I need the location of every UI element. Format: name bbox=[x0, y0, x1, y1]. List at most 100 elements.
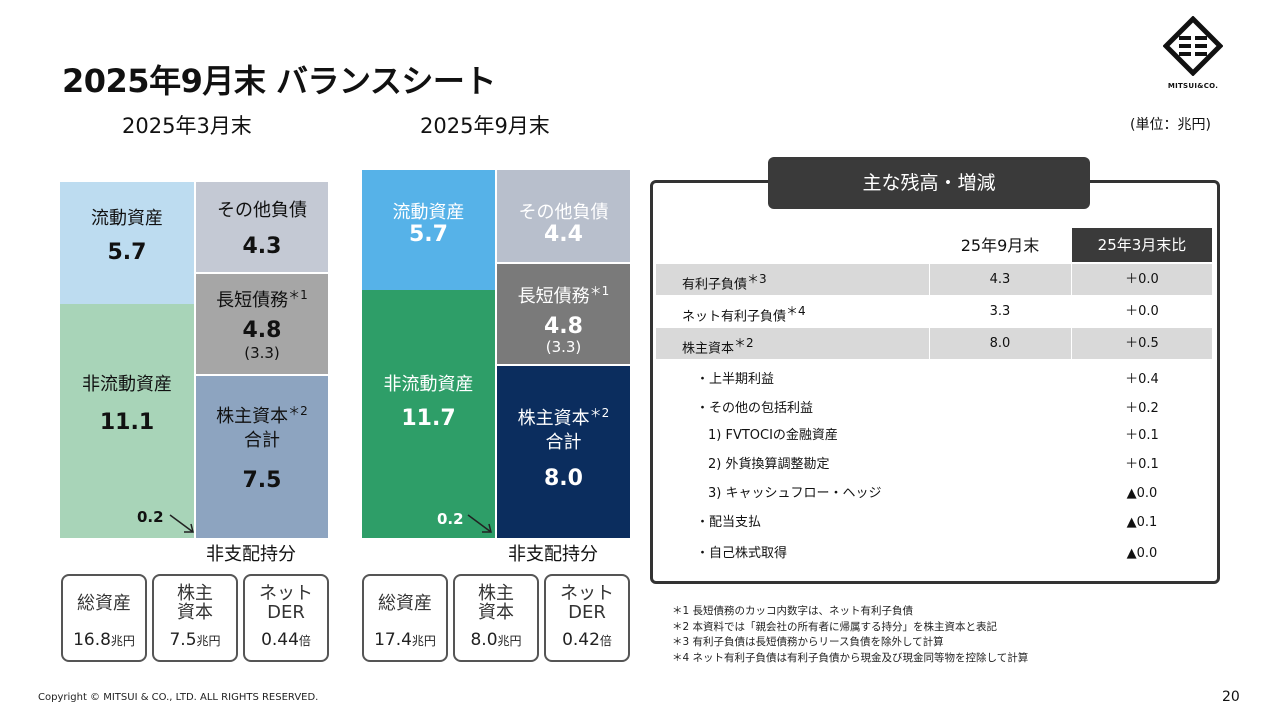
logo-text: MITSUI&CO. bbox=[1167, 82, 1219, 90]
mitsui-logo-icon bbox=[1162, 15, 1224, 77]
balances-panel-title: 主な残高・増減 bbox=[768, 157, 1090, 209]
sep-debt-net-value: (3.3) bbox=[545, 338, 582, 356]
mar-current-assets-block: 流動資産 5.7 bbox=[60, 182, 194, 304]
mar-equity-block: 株主資本＊2 合計 7.5 bbox=[196, 376, 328, 538]
kpi-value: 7.5兆円 bbox=[169, 630, 221, 650]
col-header-change: 25年3月末比 bbox=[1072, 228, 1212, 262]
kpi-value: 16.8兆円 bbox=[73, 630, 135, 650]
mar-nci-arrow-icon bbox=[169, 514, 194, 533]
subrow-label: ・配当支払 bbox=[696, 515, 762, 530]
kpi-value: 0.44倍 bbox=[261, 630, 311, 650]
footnote: ＊2 本資料では「親会社の所有者に帰属する持分」を株主資本と表記 bbox=[672, 620, 998, 633]
col-header-sep: 25年9月末 bbox=[960, 236, 1040, 255]
sep-nci-value: 0.2 bbox=[437, 510, 464, 528]
row-label: ネット有利子負債＊4 bbox=[682, 304, 806, 325]
table-subrow: ・自己株式取得 ▲0.0 bbox=[656, 541, 1212, 567]
mar-nci-label: 非支配持分 bbox=[206, 544, 296, 565]
kpi-label: 株主資本 bbox=[177, 583, 213, 623]
table-subrow: ・上半期利益 ＋0.4 bbox=[656, 367, 1212, 393]
mar-debt-net-value: (3.3) bbox=[244, 344, 280, 362]
sep-heading: 2025年9月末 bbox=[420, 114, 550, 138]
footnote: ＊1 長短債務のカッコ内数字は、ネット有利子負債 bbox=[672, 605, 914, 617]
mar-equity-value: 7.5 bbox=[242, 468, 282, 493]
row-change: ＋0.5 bbox=[1125, 336, 1159, 351]
row-change: ＋0.0 bbox=[1125, 304, 1159, 319]
sep-other-liabilities-label: その他負債 bbox=[518, 202, 609, 223]
sep-debt-label: 長短債務＊1 bbox=[517, 284, 610, 307]
sep-equity-block: 株主資本＊2 合計 8.0 bbox=[497, 366, 630, 538]
mar-heading: 2025年3月末 bbox=[122, 114, 252, 138]
subrow-change: ＋0.4 bbox=[1125, 372, 1159, 387]
mar-nci-value: 0.2 bbox=[137, 508, 164, 526]
page-number: 20 bbox=[1222, 689, 1240, 705]
sep-debt-value: 4.8 bbox=[544, 314, 583, 339]
sep-current-assets-label: 流動資産 bbox=[392, 202, 465, 223]
subrow-label: ・その他の包括利益 bbox=[696, 401, 814, 416]
subrow-change: ＋0.2 bbox=[1125, 401, 1159, 416]
subrow-label: ・上半期利益 bbox=[696, 372, 775, 387]
sep-equity-label2: 合計 bbox=[545, 432, 582, 453]
sep-kpi-total-assets: 総資産 17.4兆円 bbox=[362, 574, 448, 662]
mar-equity-label: 株主資本＊2 bbox=[216, 404, 308, 427]
sep-debt-block: 長短債務＊1 4.8 (3.3) bbox=[497, 264, 630, 364]
subrow-label: 2) 外貨換算調整勘定 bbox=[708, 457, 830, 472]
mitsui-logo: MITSUI&CO. bbox=[1160, 15, 1226, 90]
mar-equity-label2: 合計 bbox=[244, 430, 280, 451]
footnotes: ＊1 長短債務のカッコ内数字は、ネット有利子負債 ＊2 本資料では「親会社の所有… bbox=[672, 604, 1028, 666]
page-title: 2025年9月末 バランスシート bbox=[62, 62, 496, 100]
table-row: ネット有利子負債＊4 3.3 ＋0.0 bbox=[656, 296, 1212, 327]
mar-noncurrent-assets-block: 非流動資産 11.1 bbox=[60, 304, 194, 538]
kpi-label: 株主資本 bbox=[478, 583, 514, 623]
table-row: 有利子負債＊3 4.3 ＋0.0 bbox=[656, 264, 1212, 295]
subrow-label: 3) キャッシュフロー・ヘッジ bbox=[708, 486, 882, 501]
table-row: 株主資本＊2 8.0 ＋0.5 bbox=[656, 328, 1212, 359]
sep-kpi-equity: 株主資本 8.0兆円 bbox=[453, 574, 539, 662]
row-label: 株主資本＊2 bbox=[682, 336, 754, 357]
mar-kpi-total-assets: 総資産 16.8兆円 bbox=[61, 574, 147, 662]
sep-other-liabilities-value: 4.4 bbox=[544, 222, 583, 247]
sep-kpi-net-der: ネットDER 0.42倍 bbox=[544, 574, 630, 662]
mar-debt-label: 長短債務＊1 bbox=[216, 288, 308, 311]
subrow-label: ・自己株式取得 bbox=[696, 546, 788, 561]
unit-label: (単位：兆円) bbox=[1130, 117, 1211, 133]
mar-kpi-net-der: ネットDER 0.44倍 bbox=[243, 574, 329, 662]
subrow-change: ▲0.1 bbox=[1126, 515, 1158, 530]
row-value: 8.0 bbox=[989, 336, 1011, 351]
sep-nci-label: 非支配持分 bbox=[508, 544, 598, 565]
row-change: ＋0.0 bbox=[1125, 272, 1159, 287]
sep-other-liabilities-block: その他負債 4.4 bbox=[497, 170, 630, 262]
table-subrow: 1) FVTOCIの金融資産 ＋0.1 bbox=[656, 423, 1212, 449]
row-label: 有利子負債＊3 bbox=[682, 272, 767, 293]
sep-equity-label: 株主資本＊2 bbox=[517, 406, 610, 429]
table-subrow: 3) キャッシュフロー・ヘッジ ▲0.0 bbox=[656, 481, 1212, 507]
sep-nci-arrow-icon bbox=[467, 514, 492, 533]
footnote: ＊4 ネット有利子負債は有利子負債から現金及び現金同等物を控除して計算 bbox=[672, 651, 1029, 664]
subrow-change: ＋0.1 bbox=[1125, 457, 1159, 472]
kpi-label: ネットDER bbox=[259, 583, 313, 623]
sep-noncurrent-assets-label: 非流動資産 bbox=[383, 374, 474, 395]
mar-current-assets-value: 5.7 bbox=[107, 240, 147, 265]
mar-other-liabilities-block: その他負債 4.3 bbox=[196, 182, 328, 272]
table-subrow: ・その他の包括利益 ＋0.2 bbox=[656, 396, 1212, 422]
mar-current-assets-label: 流動資産 bbox=[91, 208, 163, 229]
copyright: Copyright © MITSUI & CO., LTD. ALL RIGHT… bbox=[38, 692, 319, 703]
subrow-label: 1) FVTOCIの金融資産 bbox=[708, 428, 838, 443]
sep-current-assets-value: 5.7 bbox=[409, 222, 448, 247]
sep-current-assets-block: 流動資産 5.7 bbox=[362, 170, 495, 290]
kpi-label: 総資産 bbox=[378, 593, 432, 614]
sep-equity-value: 8.0 bbox=[544, 466, 583, 491]
subrow-change: ＋0.1 bbox=[1125, 428, 1159, 443]
row-value: 3.3 bbox=[989, 304, 1011, 319]
table-subrow: ・配当支払 ▲0.1 bbox=[656, 510, 1212, 536]
kpi-value: 0.42倍 bbox=[562, 630, 612, 650]
kpi-value: 17.4兆円 bbox=[374, 630, 436, 650]
kpi-value: 8.0兆円 bbox=[470, 630, 522, 650]
mar-debt-block: 長短債務＊1 4.8 (3.3) bbox=[196, 274, 328, 374]
mar-noncurrent-assets-value: 11.1 bbox=[99, 410, 155, 435]
subrow-change: ▲0.0 bbox=[1126, 486, 1158, 501]
footnote: ＊3 有利子負債は長短債務からリース負債を除外して計算 bbox=[672, 636, 944, 648]
kpi-label: ネットDER bbox=[560, 583, 614, 623]
mar-other-liabilities-value: 4.3 bbox=[242, 234, 282, 259]
mar-debt-value: 4.8 bbox=[242, 318, 282, 343]
mar-noncurrent-assets-label: 非流動資産 bbox=[82, 374, 172, 395]
